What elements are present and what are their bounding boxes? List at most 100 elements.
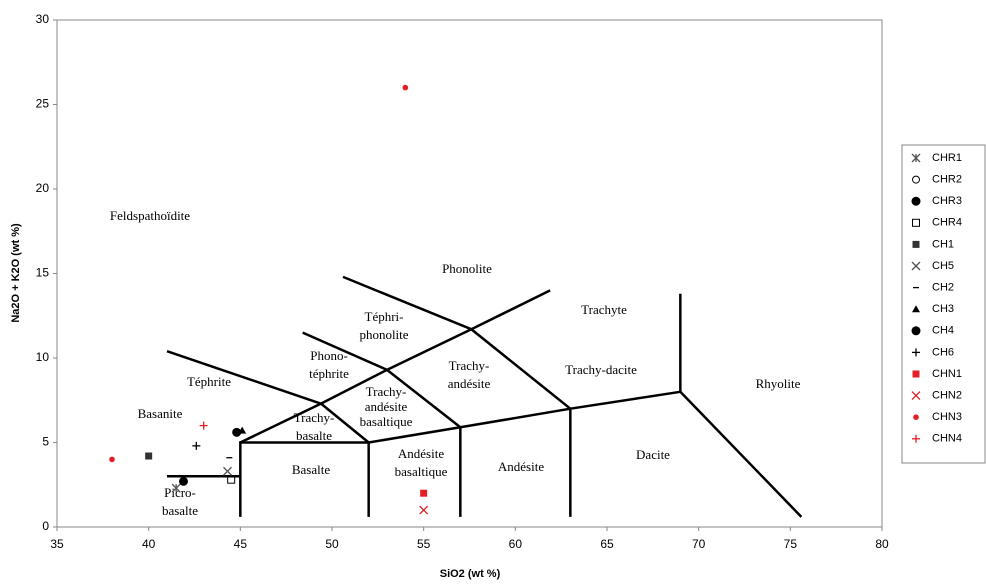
field-label: Téphrite <box>187 374 231 389</box>
marker <box>109 456 115 463</box>
marker-shape <box>912 175 920 184</box>
field-label: Basanite <box>138 406 183 421</box>
y-tick-label: 0 <box>42 519 49 533</box>
field-boundary <box>368 390 681 444</box>
marker <box>192 441 201 450</box>
legend-label: CHN3 <box>932 411 962 423</box>
marker-shape <box>913 414 919 421</box>
marker-shape <box>232 427 242 437</box>
marker <box>223 466 232 476</box>
field-boundary <box>302 331 462 429</box>
field-label: Phono- <box>310 348 348 363</box>
legend-marker <box>911 326 921 336</box>
field-label: andésite <box>448 376 491 391</box>
marker <box>232 427 242 437</box>
marker <box>145 452 153 460</box>
legend-marker <box>911 261 921 271</box>
marker <box>179 476 188 486</box>
field-label: Téphri- <box>365 309 404 324</box>
x-tick-label: 60 <box>509 537 523 551</box>
legend-label: CH3 <box>932 303 954 315</box>
legend-marker <box>912 434 920 443</box>
marker-stroke <box>911 261 921 271</box>
marker-shape <box>912 240 920 248</box>
field-label: phonolite <box>359 327 408 342</box>
marker-shape <box>179 476 188 486</box>
x-tick-label: 70 <box>692 537 706 551</box>
marker-stroke <box>223 466 232 476</box>
marker <box>419 505 429 515</box>
marker <box>199 421 208 430</box>
x-tick-label: 50 <box>325 537 339 551</box>
legend-label: CH6 <box>932 346 954 358</box>
field-label: Dacite <box>636 447 670 462</box>
marker <box>420 489 428 497</box>
y-tick-label: 5 <box>42 435 49 449</box>
legend-marker <box>912 240 920 248</box>
y-axis-title: Na2O + K2O (wt %) <box>10 223 22 323</box>
field-label: Rhyolite <box>756 376 801 391</box>
legend-label: CHR1 <box>932 152 962 164</box>
field-label: Picro- <box>164 485 196 500</box>
y-tick-label: 30 <box>36 12 50 26</box>
field-boundary <box>166 350 322 405</box>
marker-stroke <box>911 391 921 401</box>
marker-stroke <box>419 505 429 515</box>
field-label: Trachy-dacite <box>565 362 637 377</box>
field-boundary <box>239 441 370 517</box>
field-label: basalte <box>162 503 198 518</box>
legend-marker <box>912 175 920 184</box>
y-tick-label: 25 <box>36 97 50 111</box>
x-axis-title: SiO2 (wt %) <box>440 568 501 580</box>
marker-shape <box>402 84 409 91</box>
x-tick-label: 55 <box>417 537 431 551</box>
x-tick-label: 40 <box>142 537 156 551</box>
y-tick-label: 10 <box>36 350 50 364</box>
legend-marker <box>912 370 920 378</box>
marker-shape <box>420 489 428 497</box>
marker-shape <box>911 326 921 336</box>
x-tick-label: 35 <box>50 537 64 551</box>
marker-shape <box>227 475 236 484</box>
legend-label: CH5 <box>932 260 954 272</box>
legend-label: CHN2 <box>932 390 962 402</box>
legend-marker <box>913 414 919 421</box>
legend-marker <box>911 153 921 163</box>
legend-marker <box>911 196 921 206</box>
x-tick-label: 45 <box>234 537 248 551</box>
marker-shape <box>912 218 920 227</box>
marker-shape <box>911 196 921 206</box>
field-label: basalte <box>296 428 332 443</box>
field-label: Trachyte <box>581 302 627 317</box>
field-boundary <box>320 289 551 405</box>
field-label: Basalte <box>292 462 330 477</box>
legend-marker <box>912 305 920 313</box>
legend-label: CHR3 <box>932 195 962 207</box>
marker-shape <box>109 456 115 463</box>
field-label: téphrite <box>309 366 349 381</box>
field-label: Trachy- <box>449 358 490 373</box>
y-tick-label: 20 <box>36 181 50 195</box>
legend-label: CHN4 <box>932 433 962 445</box>
field-boundary <box>679 390 803 518</box>
field-label: Andésite <box>498 459 544 474</box>
marker <box>227 475 236 484</box>
legend-label: CH4 <box>932 325 954 337</box>
y-tick-label: 15 <box>36 266 50 280</box>
marker-shape <box>912 370 920 378</box>
x-tick-label: 80 <box>875 537 889 551</box>
marker-shape <box>912 305 920 313</box>
marker <box>171 483 181 493</box>
x-tick-label: 75 <box>784 537 798 551</box>
field-label: andésite <box>365 399 408 414</box>
field-label: Feldspathoïdite <box>110 208 190 223</box>
x-tick-label: 65 <box>600 537 614 551</box>
field-label: Trachy- <box>366 384 407 399</box>
legend-marker <box>911 391 921 401</box>
legend-label: CH2 <box>932 282 954 294</box>
legend-label: CH1 <box>932 238 954 250</box>
field-boundary <box>342 275 572 410</box>
field-label: basaltique <box>395 464 448 479</box>
legend-label: CHR4 <box>932 217 962 229</box>
